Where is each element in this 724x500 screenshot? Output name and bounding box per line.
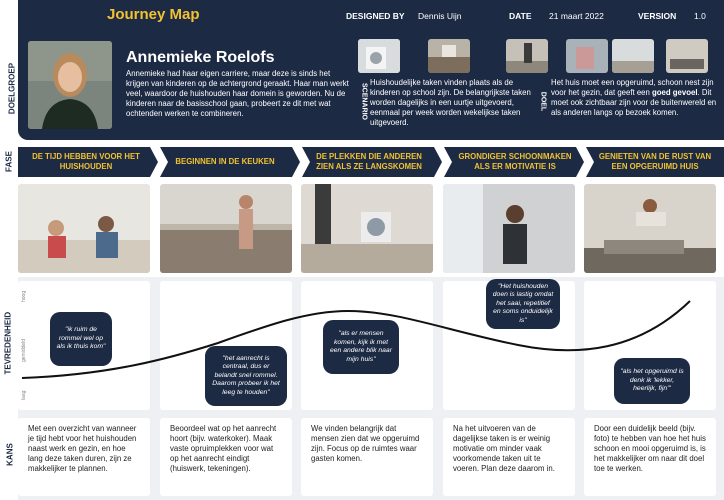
phase-1: DE TIJD HEBBEN VOOR HET HUISHOUDEN — [32, 152, 140, 171]
goal-photo-living — [612, 39, 654, 73]
opportunity-4: Na het uitvoeren van de dagelijkse taken… — [443, 418, 575, 496]
opportunity-5: Door een duidelijk beeld (bijv. foto) te… — [584, 418, 716, 496]
date-value: 21 maart 2022 — [549, 11, 604, 21]
phase-5: GENIETEN VAN DE RUST VAN EEN OPGERUIMD H… — [598, 152, 712, 171]
goal-text-part2: . Dit moet ook zichtbaar zijn voor de bu… — [551, 88, 717, 117]
version-label: VERSION — [638, 11, 677, 21]
opportunity-3: We vinden belangrijk dat mensen zien dat… — [301, 418, 433, 496]
phase-4: GRONDIGER SCHOONMAKEN ALS ER MOTIVATIE I… — [458, 152, 572, 171]
phase-4-photo — [443, 184, 575, 273]
goal-photo-cleaning — [566, 39, 608, 73]
phase-3-photo — [301, 184, 433, 273]
satisfaction-label: TEVREDENHEID — [3, 311, 13, 375]
opportunity-1: Met een overzicht van wanneer je tijd he… — [18, 418, 150, 496]
version-value: 1.0 — [694, 11, 706, 21]
doelgroep-label: DOELGROEP — [7, 62, 17, 115]
scenario-photo-laundry — [358, 39, 400, 73]
scenario-photo-kitchen — [428, 39, 470, 73]
satisfaction-curve — [21, 300, 691, 379]
scenario-label: SCENARIO — [360, 83, 368, 120]
scenario-text: Huishoudelijke taken vinden plaats als d… — [370, 78, 531, 127]
persona-name: Annemieke Roelofs — [126, 49, 275, 66]
phase-3: DE PLEKKEN DIE ANDEREN ZIEN ALS ZE LANGS… — [316, 152, 422, 171]
phase-arrows — [18, 147, 724, 177]
goal-photo-relax — [666, 39, 708, 73]
quote-bubble-3: "als er mensen komen, kijk ik met een an… — [323, 320, 399, 374]
phase-2: BEGINNEN IN DE KEUKEN — [175, 157, 275, 166]
persona-description: Annemieke had haar eigen carriere, maar … — [126, 69, 349, 118]
goal-text-part1: Het huis moet een opgeruimd, schoon nest… — [551, 78, 714, 97]
quote-bubble-5: "als het opgeruimd is denk ik 'lekker, h… — [614, 358, 690, 404]
opportunities-label: KANS — [5, 443, 15, 466]
goal-label: DOEL — [539, 91, 547, 112]
opportunity-2: Beoordeel wat op het aanrecht hoort (bij… — [160, 418, 292, 496]
goal-text-bold: goed gevoel — [652, 88, 698, 97]
page-title: Journey Map — [107, 6, 200, 23]
phase-2-photo — [160, 184, 292, 273]
quote-bubble-2: "het aanrecht is centraal, dus er beland… — [205, 346, 287, 406]
designed-by-label: DESIGNED BY — [346, 11, 405, 21]
designed-by-value: Dennis Uijn — [418, 11, 462, 21]
phase-section-label: FASE — [4, 151, 14, 172]
goal-text: Het huis moet een opgeruimd, schoon nest… — [551, 78, 721, 118]
scenario-photo-vacuum — [506, 39, 548, 73]
quote-bubble-4: "Het huishouden doen is lastig omdat het… — [486, 279, 560, 329]
persona-photo — [28, 41, 112, 129]
quote-bubble-1: "ik ruim de rommel wel op als ik thuis k… — [50, 312, 112, 366]
date-label: DATE — [509, 11, 532, 21]
phase-5-photo — [584, 184, 716, 273]
phase-1-photo — [18, 184, 150, 273]
